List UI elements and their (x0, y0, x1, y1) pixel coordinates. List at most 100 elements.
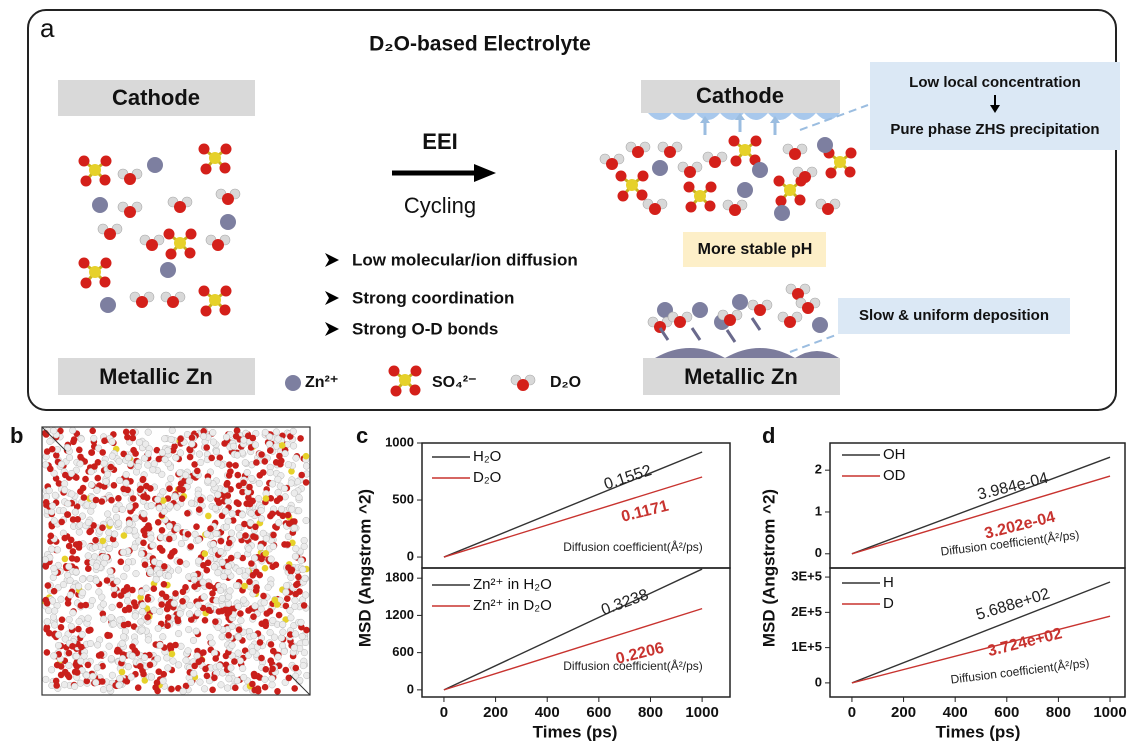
atom (93, 664, 101, 672)
atom (84, 518, 92, 527)
atom (43, 649, 51, 656)
atom (74, 516, 81, 523)
atom (234, 471, 242, 479)
atom (265, 440, 274, 448)
atom (300, 649, 308, 657)
y-tick-label: 1200 (385, 607, 414, 622)
atom (186, 453, 194, 461)
atom (122, 471, 130, 479)
flux-arrow (700, 116, 710, 123)
atom (73, 556, 81, 563)
atom (68, 490, 76, 498)
atom (100, 459, 108, 467)
atom (57, 671, 65, 679)
atom (267, 447, 274, 454)
atom (111, 591, 118, 599)
atom (204, 477, 212, 485)
atom (140, 670, 147, 678)
atom (215, 499, 223, 507)
atom (78, 575, 87, 583)
atom (98, 498, 106, 505)
oxygen (709, 156, 721, 168)
x-tick-label: 0 (440, 704, 448, 721)
atom (275, 611, 283, 619)
atom (288, 468, 295, 475)
atom (155, 668, 163, 675)
atom (46, 629, 53, 637)
y-tick-label: 0 (815, 674, 822, 689)
atom (65, 563, 73, 571)
oxygen (163, 228, 175, 240)
atom (48, 545, 56, 553)
atom (179, 598, 186, 605)
atom (99, 524, 106, 531)
deposit (655, 348, 839, 358)
atom (154, 655, 162, 663)
atom (287, 631, 294, 638)
atom (60, 681, 69, 689)
atom (200, 649, 207, 656)
atom (209, 429, 217, 437)
oxygen (99, 174, 111, 186)
atom (284, 532, 292, 541)
atom (125, 526, 133, 534)
atom (187, 543, 194, 550)
oxygen (617, 190, 629, 202)
atom (165, 522, 173, 530)
atom (125, 519, 133, 527)
oxygen (606, 158, 618, 170)
atom (121, 606, 129, 614)
atom (203, 530, 211, 538)
oxygen (649, 203, 661, 215)
atom (179, 588, 187, 596)
atom (73, 669, 81, 676)
oxygen (704, 200, 716, 212)
legend-text: SO₄²⁻ (432, 374, 477, 391)
atom (141, 653, 149, 662)
atom (191, 662, 198, 670)
oxygen (200, 163, 212, 175)
oxygen (684, 166, 696, 178)
atom (279, 642, 287, 650)
atom (297, 435, 304, 442)
callout-arrow (990, 105, 1000, 113)
atom (53, 452, 60, 459)
oxygen (664, 146, 676, 158)
atom (124, 486, 131, 494)
atom (200, 593, 208, 601)
atom (197, 458, 205, 466)
atom (224, 517, 232, 525)
atom (279, 620, 287, 629)
oxygen (185, 228, 197, 240)
atom (84, 552, 92, 560)
atom (292, 672, 300, 680)
atom (278, 505, 286, 513)
atom (53, 682, 60, 689)
atom (303, 626, 310, 634)
atom (118, 668, 126, 676)
atom (272, 561, 280, 569)
atom (113, 577, 121, 585)
atom (129, 586, 136, 594)
atom (194, 601, 202, 609)
oxygen (78, 257, 90, 269)
atom (269, 665, 276, 673)
atom (262, 666, 270, 673)
oxygen (198, 285, 210, 297)
atom (301, 574, 309, 582)
atom (225, 632, 232, 639)
atom (106, 632, 113, 639)
panel-title: D₂O-based Electrolyte (369, 33, 591, 56)
oxygen (219, 304, 231, 316)
bullet-text: Strong O-D bonds (352, 319, 498, 338)
annotation: 0.1552 (602, 462, 654, 493)
atom (115, 495, 122, 502)
atom (298, 632, 306, 640)
atom (194, 467, 201, 475)
y-tick-label: 0 (407, 548, 414, 563)
atom (136, 663, 144, 670)
atom (108, 438, 116, 446)
atom (168, 426, 176, 434)
atom (278, 442, 286, 449)
sulfur (89, 266, 101, 278)
